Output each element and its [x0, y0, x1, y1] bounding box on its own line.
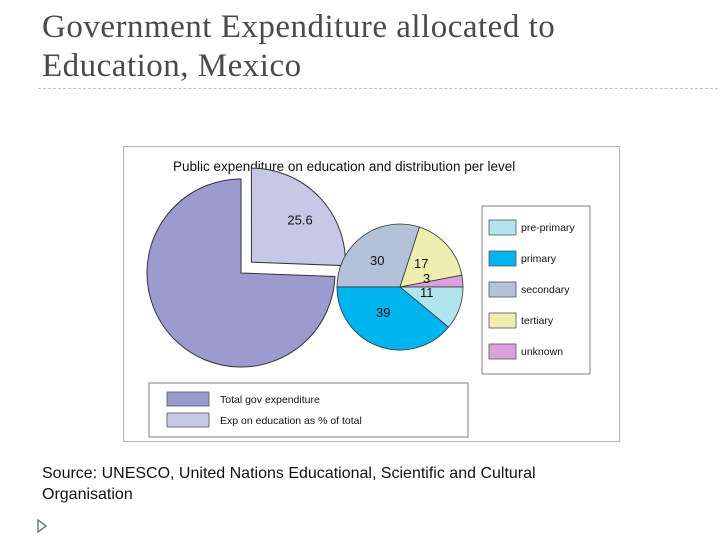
bottom-legend-label-1: Total gov expenditure [220, 394, 320, 406]
right-legend-label-tertiary: tertiary [521, 315, 554, 327]
right-legend-label-unknown: unknown [521, 346, 563, 358]
title-divider [38, 88, 718, 89]
right-pie-slice-primary [336, 286, 450, 351]
right-pie-label-pre-primary: 11 [420, 285, 434, 300]
chart-title: Public expenditure on education and dist… [173, 159, 515, 174]
pie-charts: Public expenditure on education and dist… [146, 159, 591, 438]
bottom-legend-label-2: Exp on education as % of total [220, 415, 362, 427]
right-pie-chart: 11 39 30 173 [336, 223, 464, 351]
right-legend-swatch-pre-primary [488, 219, 517, 236]
right-legend-swatch-unknown [488, 343, 517, 360]
right-legend-label-secondary: secondary [521, 284, 570, 296]
right-legend-label-pre-primary: pre-primary [521, 222, 575, 234]
source-line-2: Organisation [42, 486, 133, 503]
left-pie-slice-education [250, 167, 346, 267]
source-note: Source: UNESCO, United Nations Education… [42, 463, 682, 505]
source-line-1: Source: UNESCO, United Nations Education… [42, 465, 536, 482]
bottom-legend-swatch-2 [166, 412, 210, 428]
slide-title: Government Expenditure allocated to Educ… [42, 8, 702, 86]
right-legend-swatch-tertiary [488, 312, 517, 329]
slide-title-line-1: Government Expenditure allocated to [42, 9, 556, 45]
left-pie-slice-total [146, 178, 336, 368]
right-legend-swatch-secondary [488, 281, 517, 298]
right-legend: pre-primary primary secondary tertiary unkno… [481, 205, 591, 375]
left-pie-label-education: 25.6 [287, 213, 312, 228]
right-pie-slice-secondary [336, 223, 420, 288]
chart-panel: Public expenditure on education and dist… [123, 146, 620, 442]
right-legend-swatch-primary [488, 250, 517, 267]
bottom-legend-swatch-1 [166, 391, 210, 407]
right-pie-label-primary: 39 [376, 305, 390, 320]
right-legend-label-primary: primary [521, 253, 557, 265]
bottom-legend-box [148, 382, 469, 438]
slide-title-line-2: Education, Mexico [42, 48, 302, 84]
triangle-bullet-icon [37, 519, 47, 533]
right-pie-label-secondary: 30 [370, 253, 384, 268]
right-pie-label-unknown: 3 [423, 271, 430, 286]
left-pie-chart: 25.6 [146, 167, 346, 368]
right-pie-slice-tertiary [399, 226, 463, 288]
right-pie-label-tertiary: 17 [414, 256, 428, 271]
bottom-legend: Total gov expenditure Exp on education as… [148, 382, 469, 438]
